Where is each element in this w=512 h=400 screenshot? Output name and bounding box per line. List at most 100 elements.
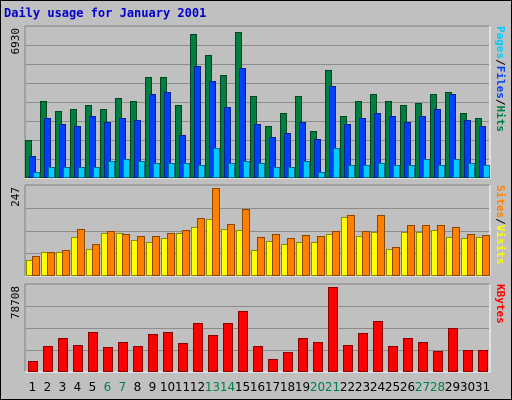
bar-sites-day-3 <box>62 250 70 276</box>
x-tick-label: 10 <box>160 380 175 394</box>
bar-files-day-7 <box>119 118 126 178</box>
x-tick-label: 15 <box>235 380 250 394</box>
legend-item: / <box>494 218 507 225</box>
x-tick-label: 13 <box>205 380 220 394</box>
bar-pages-day-30 <box>468 163 475 178</box>
bar-sites-day-4 <box>77 229 85 276</box>
bar-files-day-29 <box>449 94 456 178</box>
x-tick-label: 16 <box>250 380 265 394</box>
bar-kbytes-day-15 <box>238 311 248 372</box>
x-tick-label: 14 <box>220 380 235 394</box>
bar-kbytes-day-28 <box>433 351 443 372</box>
x-tick-label: 5 <box>89 380 97 394</box>
bar-pages-day-10 <box>168 163 175 178</box>
bar-pages-day-4 <box>78 167 85 178</box>
bar-files-day-31 <box>479 126 486 178</box>
bar-sites-day-30 <box>467 234 475 276</box>
bar-files-day-20 <box>314 139 321 178</box>
bar-kbytes-day-25 <box>388 346 398 372</box>
bar-kbytes-day-5 <box>88 332 98 372</box>
bar-pages-day-18 <box>288 167 295 178</box>
bar-pages-day-29 <box>453 159 460 178</box>
bar-sites-day-1 <box>32 256 40 276</box>
bar-sites-day-12 <box>197 218 205 276</box>
bar-sites-day-27 <box>422 225 430 276</box>
bar-sites-day-14 <box>227 224 235 276</box>
bar-files-day-16 <box>254 124 261 178</box>
bar-kbytes-day-22 <box>343 345 353 372</box>
bar-kbytes-day-14 <box>223 323 233 372</box>
bar-files-day-21 <box>329 86 336 178</box>
bar-sites-day-6 <box>107 231 115 276</box>
bar-sites-day-29 <box>452 227 460 276</box>
bar-files-day-5 <box>89 116 96 178</box>
x-tick-label: 25 <box>385 380 400 394</box>
bar-kbytes-day-10 <box>163 332 173 372</box>
bar-files-day-30 <box>464 120 471 178</box>
bar-pages-day-25 <box>393 165 400 178</box>
bar-pages-day-6 <box>108 161 115 178</box>
bar-pages-day-9 <box>153 163 160 178</box>
x-tick-label: 6 <box>104 380 112 394</box>
bar-files-day-15 <box>239 68 246 178</box>
x-tick-label: 2 <box>44 380 52 394</box>
y-max-label: 6930 <box>9 28 22 55</box>
legend-item: Sites <box>494 185 507 218</box>
legend-item: / <box>494 59 507 66</box>
x-tick-label: 30 <box>460 380 475 394</box>
bar-kbytes-day-27 <box>418 342 428 372</box>
x-tick-label: 22 <box>340 380 355 394</box>
bar-kbytes-day-19 <box>298 338 308 372</box>
bar-files-day-9 <box>149 94 156 178</box>
legend-item: Files <box>494 66 507 99</box>
bar-pages-day-1 <box>33 172 40 178</box>
bar-sites-day-19 <box>302 235 310 276</box>
bar-files-day-12 <box>194 66 201 178</box>
bar-files-day-28 <box>434 109 441 178</box>
bar-pages-day-11 <box>183 163 190 178</box>
bar-sites-day-13 <box>212 188 220 276</box>
legend-item: Pages <box>494 26 507 59</box>
bar-kbytes-day-11 <box>178 343 188 372</box>
x-tick-label: 7 <box>119 380 127 394</box>
bar-kbytes-day-18 <box>283 352 293 372</box>
bar-sites-day-15 <box>242 209 250 276</box>
x-tick-label: 4 <box>74 380 82 394</box>
bar-pages-day-19 <box>303 161 310 178</box>
bar-pages-day-27 <box>423 159 430 178</box>
bar-files-day-8 <box>134 120 141 178</box>
bar-pages-day-23 <box>363 165 370 178</box>
x-tick-label: 21 <box>325 380 340 394</box>
x-tick-label: 12 <box>190 380 205 394</box>
bar-files-day-17 <box>269 137 276 178</box>
bar-pages-day-20 <box>318 172 325 178</box>
bar-files-day-26 <box>404 122 411 178</box>
bar-files-day-24 <box>374 113 381 178</box>
bar-files-day-14 <box>224 107 231 178</box>
bar-sites-day-2 <box>47 252 55 276</box>
bar-files-day-27 <box>419 116 426 178</box>
x-tick-label: 1 <box>29 380 37 394</box>
bar-sites-day-21 <box>332 231 340 276</box>
x-tick-label: 28 <box>430 380 445 394</box>
bar-kbytes-day-3 <box>58 338 68 372</box>
bar-pages-day-3 <box>63 167 70 178</box>
bar-sites-day-17 <box>272 234 280 276</box>
x-tick-label: 17 <box>265 380 280 394</box>
x-tick-label: 18 <box>280 380 295 394</box>
legend-item: Hits <box>494 106 507 133</box>
bar-files-day-10 <box>164 92 171 178</box>
bar-files-day-4 <box>74 126 81 178</box>
bar-pages-day-17 <box>273 167 280 178</box>
bar-kbytes-day-20 <box>313 342 323 372</box>
bar-pages-day-21 <box>333 148 340 178</box>
legend-item: Visits <box>494 225 507 265</box>
bar-sites-day-16 <box>257 237 265 276</box>
bar-kbytes-day-17 <box>268 359 278 372</box>
bar-sites-day-10 <box>167 233 175 276</box>
x-tick-label: 3 <box>59 380 67 394</box>
bar-kbytes-day-13 <box>208 335 218 372</box>
bar-kbytes-day-24 <box>373 321 383 372</box>
bar-kbytes-day-31 <box>478 350 488 372</box>
